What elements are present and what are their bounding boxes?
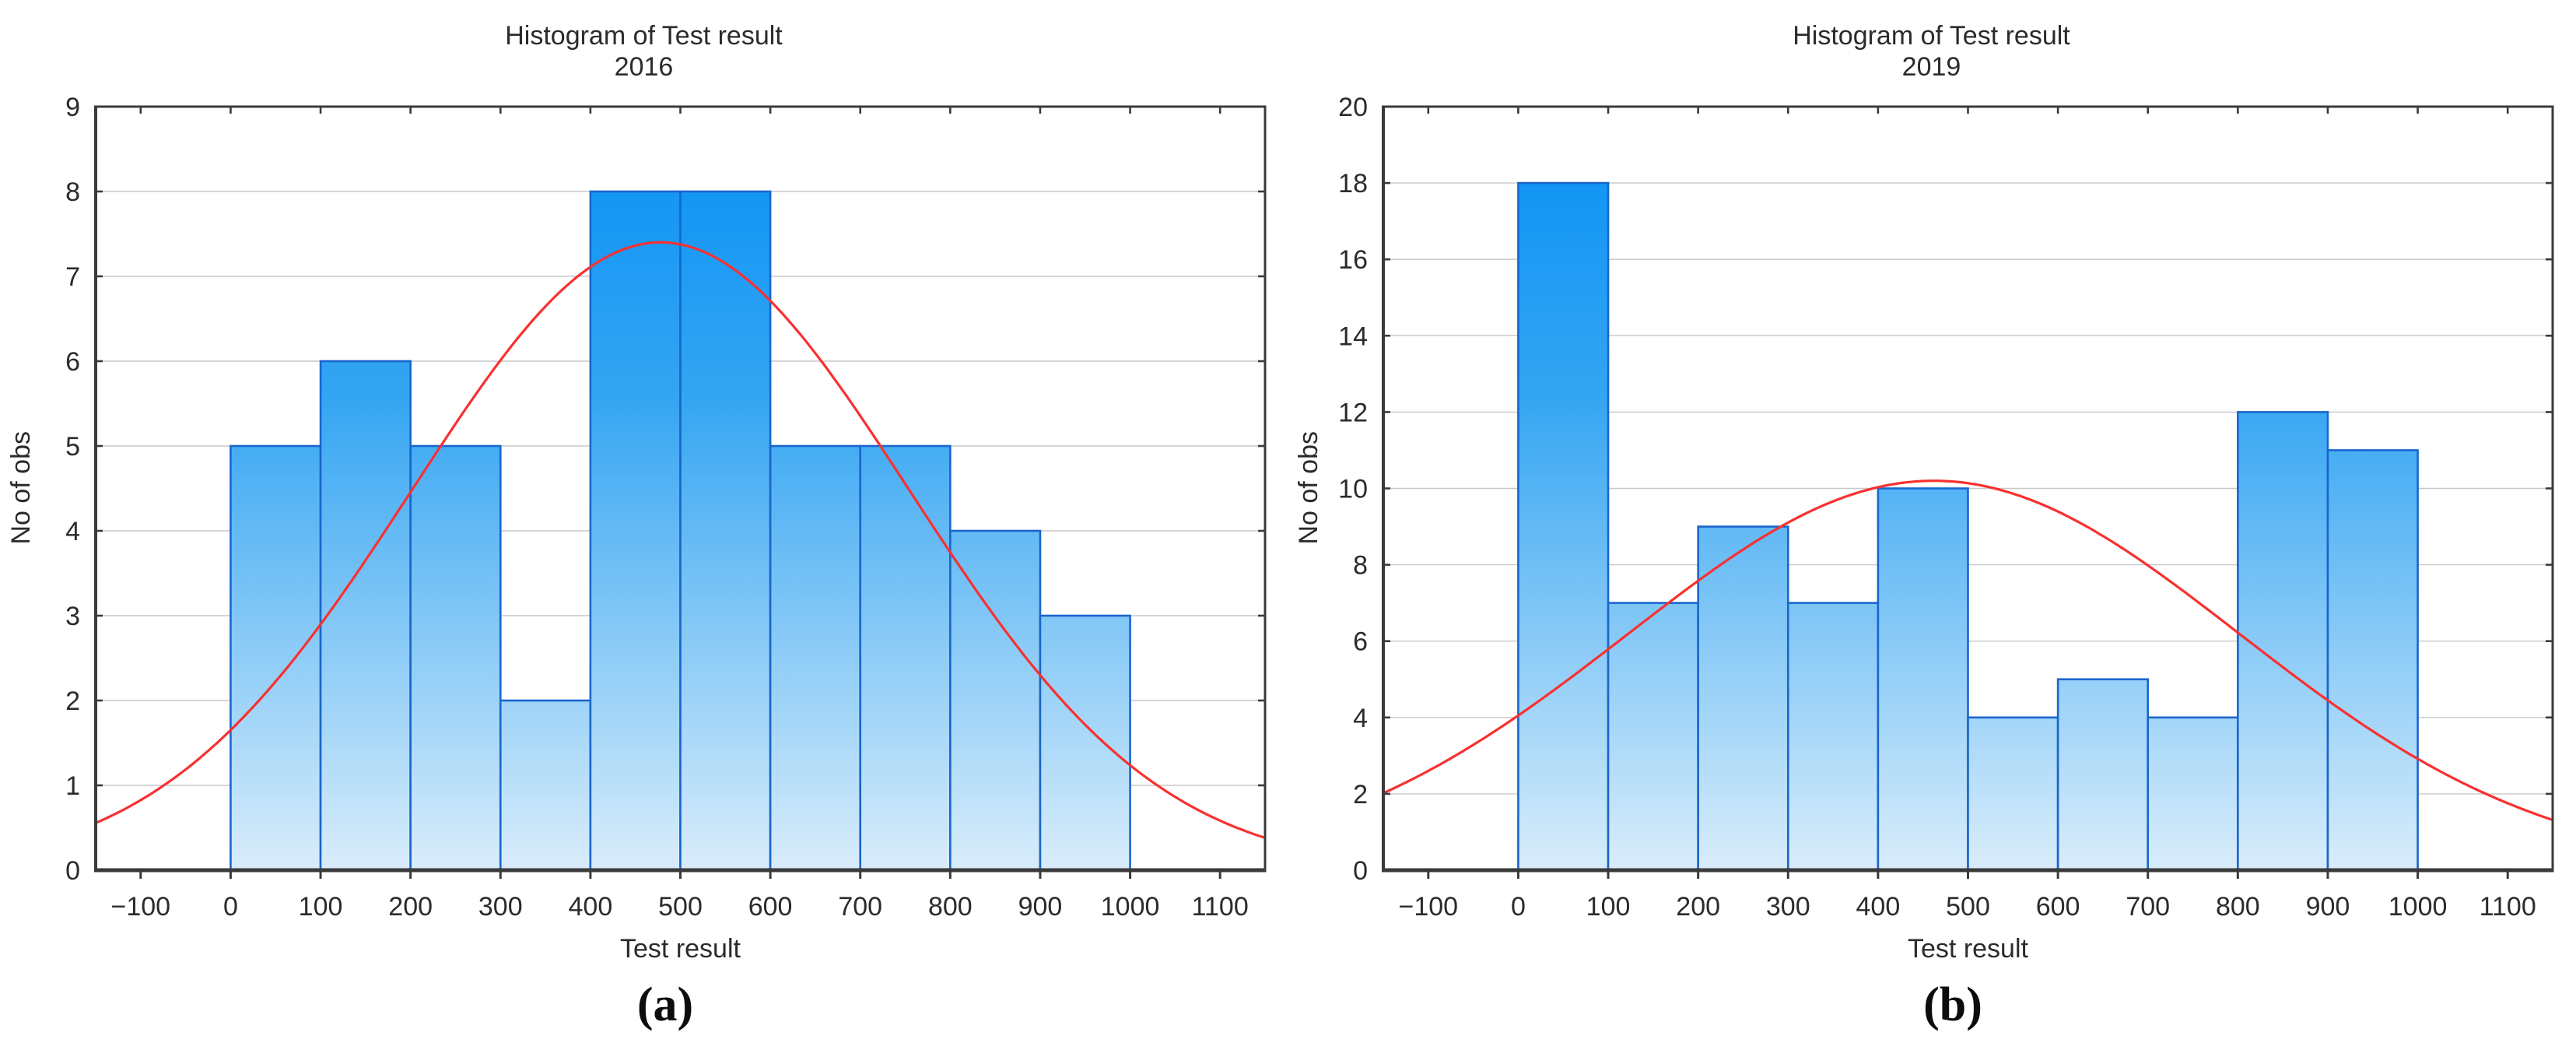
y-tick-label: 2: [65, 687, 80, 716]
y-axis-title-b: No of obs: [1288, 78, 1330, 965]
y-tick-label: 8: [1353, 551, 1368, 581]
panel-a: Histogram of Test result 2016 No of obs …: [0, 0, 1288, 1031]
histogram-bar: [859, 444, 952, 872]
axis-ticks: [1383, 105, 2553, 879]
histogram-chart-2016: 0 1 2 3 4 5 6 7 8 9 −100 0 100 200 300 400 500 600 700 800 9…: [65, 93, 1267, 964]
axis-ticks: [96, 105, 1265, 879]
x-tick-label: 200: [388, 892, 433, 922]
y-tick-label: 0: [1353, 856, 1368, 886]
chart-subtitle-year: 2016: [614, 52, 674, 82]
histogram-bar: [1877, 487, 1969, 872]
x-tick-label: 400: [569, 892, 613, 922]
histogram-bar: [499, 699, 592, 872]
histogram-bar: [949, 529, 1042, 872]
y-tick-label: 2: [1353, 780, 1368, 809]
y-axis-title-a: No of obs: [0, 78, 43, 965]
y-tick-label: 20: [1338, 93, 1368, 122]
x-tick-label: 0: [223, 892, 238, 922]
x-tick-label: 100: [1586, 892, 1631, 922]
histogram-bar: [1517, 181, 1610, 872]
chart-title-line1: Histogram of Test result: [505, 21, 783, 51]
panel-caption-b: (b): [1923, 978, 1982, 1031]
histogram-bar: [589, 190, 682, 872]
x-tick-label: −100: [111, 892, 171, 922]
x-tick-label: 100: [299, 892, 343, 922]
histogram-chart-2019: 0 2 4 6 8 10 12 14 16 18 20 −100 0 100 200 300 400 500 600…: [1338, 93, 2554, 964]
y-tick-label: 10: [1338, 475, 1368, 504]
x-tick-label: −100: [1399, 892, 1459, 922]
x-tick-label: 800: [2216, 892, 2260, 922]
chart-title-b: Histogram of Test result 2019: [1288, 0, 2575, 82]
y-tick-label: 1: [65, 771, 80, 801]
histogram-bar: [1967, 716, 2059, 872]
x-tick-label: 300: [1766, 892, 1810, 922]
y-tick-label: 9: [65, 93, 80, 122]
y-tick-label: 14: [1338, 321, 1368, 351]
y-tick-label: 4: [1353, 704, 1368, 733]
x-tick-label: 700: [2126, 892, 2170, 922]
y-tick-label: 4: [65, 517, 80, 546]
histogram-bar: [679, 190, 772, 872]
histogram-bar: [2056, 678, 2150, 872]
y-tick-label: 16: [1338, 245, 1368, 275]
x-axis-title: Test result: [620, 934, 741, 964]
x-tick-label: 1000: [2388, 892, 2448, 922]
y-tick-label: 6: [65, 347, 80, 377]
histogram-bar: [2147, 716, 2239, 872]
x-tick-label: 1100: [2480, 892, 2536, 922]
x-tick-label: 1100: [1192, 892, 1249, 922]
x-tick-label: 900: [2306, 892, 2350, 922]
histogram-bar: [1697, 525, 1789, 872]
x-tick-label: 600: [2036, 892, 2080, 922]
histogram-bar: [1607, 602, 1699, 872]
x-tick-label: 500: [1946, 892, 1990, 922]
chart-subtitle-year: 2019: [1901, 52, 1961, 82]
x-tick-label: 500: [658, 892, 703, 922]
y-tick-label: 8: [65, 177, 80, 207]
histogram-bar: [409, 444, 502, 872]
x-tick-label: 200: [1676, 892, 1720, 922]
histogram-bar: [1786, 602, 1880, 872]
histogram-bars: [1517, 181, 2419, 872]
x-tick-label: 400: [1856, 892, 1901, 922]
chart-title-line1: Histogram of Test result: [1793, 21, 2070, 51]
x-tick-label: 800: [928, 892, 973, 922]
y-tick-label: 18: [1338, 169, 1368, 198]
histogram-bar: [2326, 449, 2419, 872]
y-tick-label: 6: [1353, 627, 1368, 657]
chart-title-a: Histogram of Test result 2016: [0, 0, 1288, 82]
x-axis-title: Test result: [1908, 934, 2028, 964]
axis-tick-labels: 0 1 2 3 4 5 6 7 8 9 −100 0 100 200 300 400 500 600 700 800 9…: [65, 93, 1249, 922]
y-tick-label: 7: [65, 262, 80, 292]
histogram-bars: [230, 190, 1131, 872]
histogram-bar: [2237, 411, 2329, 872]
x-tick-label: 700: [838, 892, 882, 922]
histogram-bar: [230, 444, 322, 872]
panel-b: Histogram of Test result 2019 No of obs …: [1288, 0, 2575, 1064]
x-tick-label: 0: [1511, 892, 1526, 922]
axis-tick-labels: 0 2 4 6 8 10 12 14 16 18 20 −100 0 100 200 300 400 500 600…: [1338, 93, 2536, 922]
histogram-bar: [319, 360, 412, 872]
y-tick-label: 12: [1338, 398, 1368, 427]
y-tick-label: 5: [65, 432, 80, 462]
x-tick-label: 900: [1018, 892, 1063, 922]
x-tick-label: 1000: [1101, 892, 1160, 922]
panel-caption-a: (a): [636, 978, 694, 1031]
y-tick-label: 3: [65, 602, 80, 631]
histogram-bar: [1039, 614, 1131, 872]
normal-curve: [1383, 479, 2553, 821]
x-tick-label: 300: [478, 892, 523, 922]
y-axis-title-text: No of obs: [6, 431, 36, 545]
y-axis-title-text: No of obs: [1294, 431, 1323, 545]
x-tick-label: 600: [748, 892, 793, 922]
normal-curve: [95, 241, 1266, 839]
y-tick-label: 0: [65, 856, 80, 886]
histogram-bar: [769, 444, 862, 872]
